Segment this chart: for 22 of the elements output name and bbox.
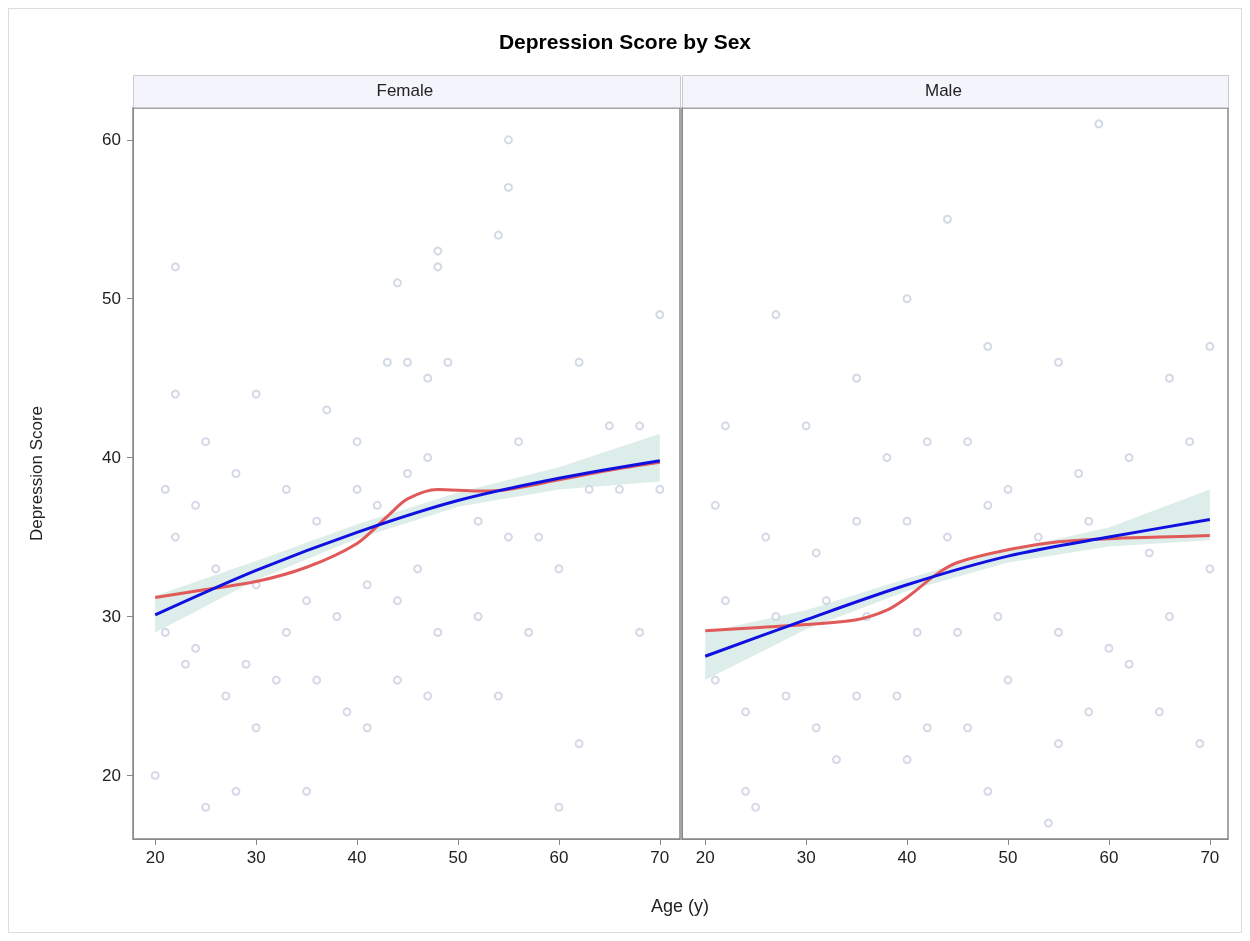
y-tick-label: 50 [102, 289, 121, 309]
chart-title: Depression Score by Sex [497, 30, 753, 54]
x-tick-label: 60 [549, 848, 569, 867]
x-tick-label: 20 [145, 848, 165, 867]
x-tick-label: 60 [1099, 848, 1119, 867]
x-tick-label: 30 [246, 848, 266, 867]
x-tick-label: 40 [347, 848, 367, 867]
x-axis-title: Age (y) [650, 896, 710, 917]
y-tick-label: 60 [102, 130, 121, 150]
chart-subtitle: Male [925, 81, 962, 100]
y-tick-label: 30 [102, 607, 121, 627]
x-tick-label: 50 [448, 848, 468, 867]
chart-subtitle: Female [376, 81, 434, 100]
y-tick-label: 20 [102, 765, 121, 785]
y-axis-title: Depression Score [27, 405, 46, 542]
x-tick-label: 30 [796, 848, 816, 867]
x-tick-label: 50 [998, 848, 1018, 867]
x-tick-label: 20 [695, 848, 715, 867]
x-tick-label: 70 [1200, 848, 1220, 867]
x-tick-label: 40 [897, 848, 917, 867]
y-tick-label: 40 [102, 448, 121, 468]
x-tick-label: 70 [650, 848, 670, 867]
